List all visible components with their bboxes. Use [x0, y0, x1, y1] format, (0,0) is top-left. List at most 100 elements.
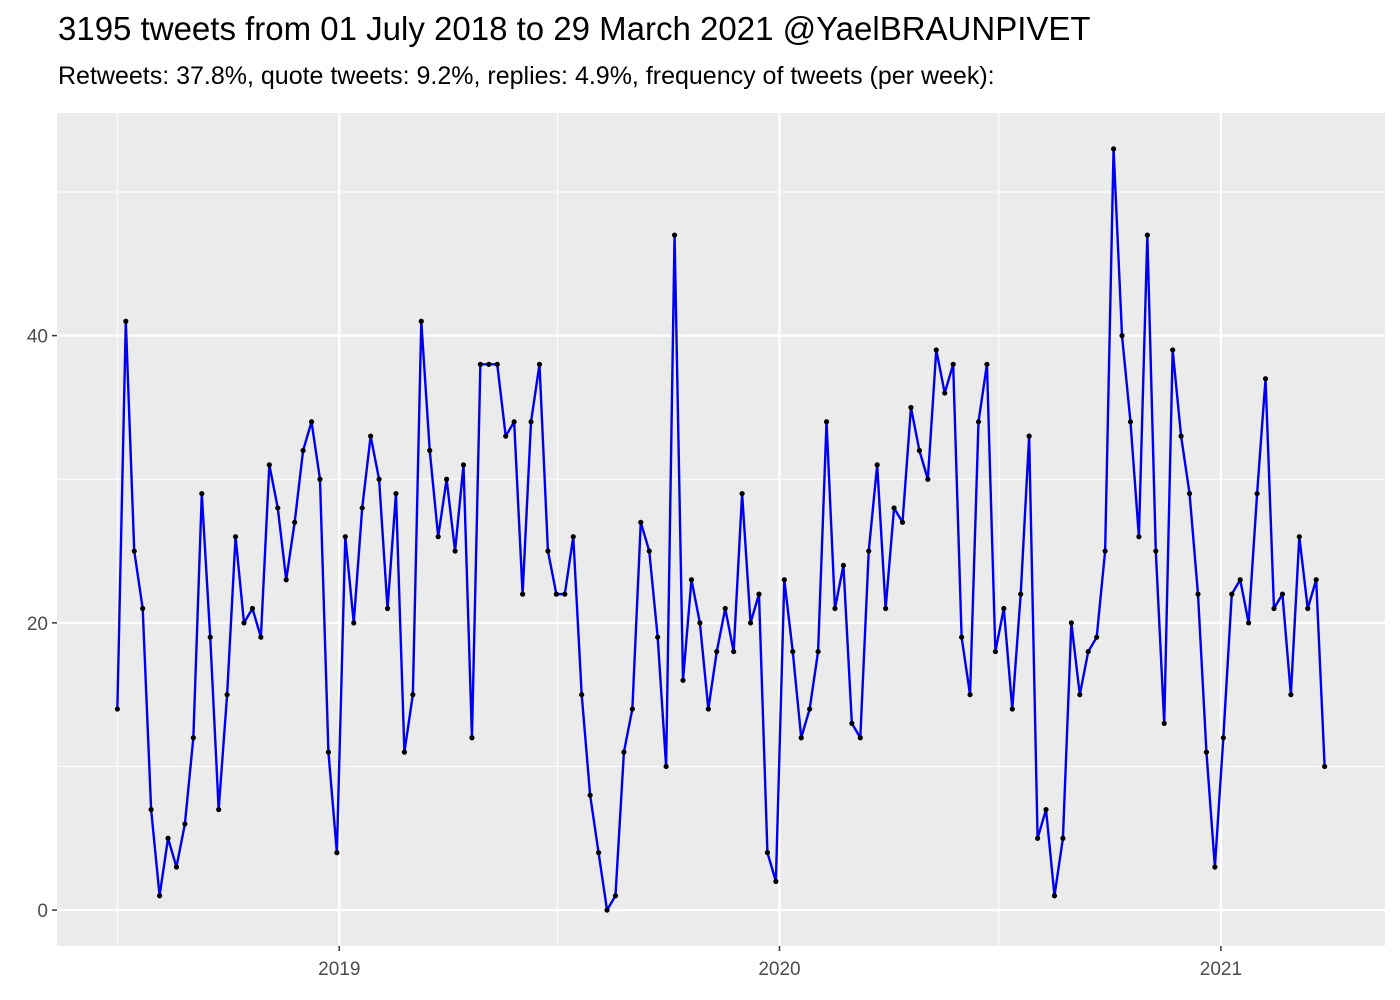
- data-point: [114, 706, 120, 712]
- y-tick-label: 20: [27, 614, 48, 635]
- y-tick-label: 0: [37, 901, 48, 922]
- data-point: [1212, 864, 1218, 870]
- data-point: [1195, 591, 1201, 597]
- data-point: [249, 605, 256, 612]
- y-tick-label: 40: [27, 327, 48, 348]
- data-point: [1001, 605, 1007, 612]
- data-point: [384, 605, 391, 612]
- data-point: [1018, 591, 1024, 597]
- data-point: [621, 749, 627, 755]
- data-point: [368, 433, 374, 439]
- data-point: [1161, 720, 1167, 726]
- data-point: [536, 361, 543, 367]
- data-point: [1229, 591, 1235, 597]
- data-point: [1060, 835, 1066, 841]
- data-point: [173, 864, 180, 870]
- data-point: [190, 735, 196, 741]
- data-point: [975, 419, 982, 425]
- data-point: [182, 821, 188, 827]
- data-point: [1203, 749, 1210, 755]
- data-point: [1186, 490, 1193, 497]
- data-point: [1119, 333, 1125, 339]
- data-point: [874, 462, 880, 468]
- data-point: [410, 692, 416, 698]
- data-point: [393, 490, 399, 497]
- data-point: [1077, 692, 1083, 698]
- data-point: [1068, 620, 1074, 626]
- data-point: [452, 548, 458, 554]
- data-point: [1262, 376, 1269, 382]
- data-point: [705, 706, 711, 712]
- data-point: [916, 447, 923, 454]
- data-point: [165, 835, 171, 841]
- data-point: [1034, 835, 1041, 841]
- chart-title: 3195 tweets from 01 July 2018 to 29 Marc…: [58, 10, 1091, 47]
- data-point: [435, 534, 441, 540]
- data-point: [680, 677, 686, 683]
- data-point: [460, 462, 467, 468]
- data-point: [376, 476, 382, 482]
- data-point: [756, 591, 762, 597]
- data-point: [992, 648, 998, 655]
- data-point: [604, 907, 610, 913]
- data-point: [950, 361, 956, 367]
- data-point: [207, 634, 213, 640]
- data-point: [899, 519, 906, 525]
- data-point: [511, 419, 517, 425]
- data-point: [1178, 433, 1184, 439]
- data-point: [401, 749, 408, 755]
- data-point: [1110, 146, 1117, 152]
- data-point: [224, 692, 230, 698]
- data-point: [528, 419, 534, 425]
- x-tick-label: 2020: [758, 959, 800, 980]
- data-point: [891, 505, 897, 511]
- plot-panel: [57, 113, 1385, 946]
- data-point: [815, 648, 821, 655]
- data-point: [764, 850, 771, 856]
- data-point: [579, 692, 585, 698]
- data-point: [1313, 577, 1319, 583]
- data-point: [790, 648, 796, 655]
- data-point: [486, 361, 492, 367]
- data-point: [1271, 605, 1277, 612]
- data-point: [131, 548, 137, 554]
- data-point: [292, 519, 298, 525]
- data-point: [1220, 735, 1226, 741]
- data-point: [123, 318, 129, 324]
- data-point: [925, 476, 931, 482]
- data-point: [1237, 577, 1243, 583]
- data-point: [1136, 534, 1142, 540]
- data-point: [1009, 706, 1015, 712]
- data-point: [359, 505, 365, 511]
- data-point: [1279, 591, 1286, 597]
- data-point: [1288, 692, 1294, 698]
- data-point: [595, 850, 602, 856]
- x-tick-label: 2021: [1200, 959, 1242, 980]
- data-point: [317, 476, 323, 482]
- data-point: [714, 648, 720, 655]
- data-point: [275, 505, 281, 511]
- data-point: [688, 577, 695, 583]
- x-tick-label: 2019: [318, 959, 360, 980]
- data-point: [663, 763, 669, 770]
- data-point: [1127, 419, 1134, 425]
- data-point: [334, 850, 340, 856]
- data-point: [494, 361, 500, 367]
- data-point: [1305, 605, 1311, 612]
- data-point: [418, 318, 424, 324]
- data-point: [849, 720, 855, 726]
- data-point: [967, 692, 973, 698]
- data-point: [553, 591, 559, 597]
- data-point: [1322, 763, 1328, 770]
- data-point: [520, 591, 526, 597]
- data-point: [747, 620, 754, 626]
- data-point: [866, 548, 872, 554]
- data-point: [351, 620, 357, 626]
- data-point: [1043, 806, 1049, 813]
- data-point: [773, 878, 779, 884]
- data-point: [587, 792, 593, 798]
- data-point: [199, 490, 205, 497]
- data-point: [216, 806, 222, 813]
- data-point: [1254, 490, 1260, 497]
